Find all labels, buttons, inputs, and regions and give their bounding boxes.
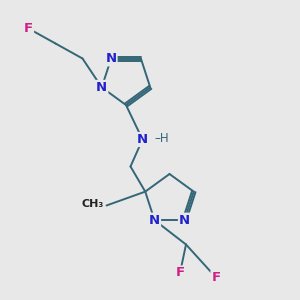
Text: F: F — [24, 22, 33, 35]
Text: N: N — [179, 214, 190, 226]
Text: F: F — [212, 271, 220, 284]
Text: N: N — [149, 214, 160, 226]
Text: CH₃: CH₃ — [81, 199, 104, 209]
Text: N: N — [105, 52, 117, 65]
Text: –H: –H — [155, 131, 169, 145]
Text: N: N — [137, 133, 148, 146]
Text: N: N — [96, 81, 107, 94]
Text: F: F — [176, 266, 184, 280]
